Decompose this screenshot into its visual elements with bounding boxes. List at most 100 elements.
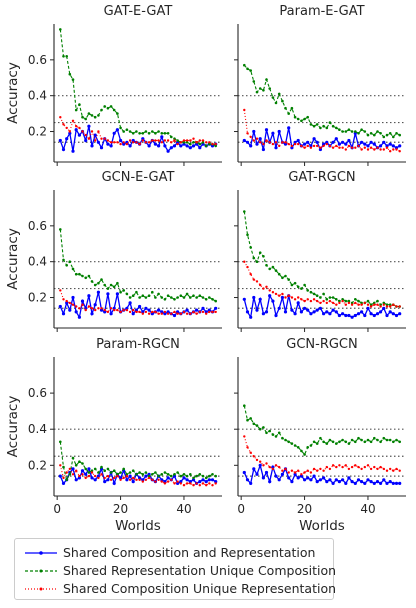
data-point (173, 482, 176, 485)
data-point (347, 299, 351, 303)
data-point (398, 150, 401, 153)
legend-label: Shared Composition and Representation (63, 545, 316, 560)
data-point (147, 474, 151, 478)
data-point (265, 264, 268, 267)
data-point (163, 139, 167, 142)
data-point (71, 119, 75, 123)
data-point (318, 147, 322, 152)
data-point (132, 308, 135, 312)
data-point (268, 289, 271, 292)
data-point (246, 132, 249, 135)
data-point (258, 297, 262, 301)
data-point (141, 473, 145, 476)
data-point (331, 124, 335, 128)
data-point (100, 473, 103, 476)
data-point (315, 480, 319, 484)
data-point (252, 467, 256, 471)
data-point (77, 476, 81, 480)
data-point (328, 144, 332, 148)
data-point (192, 484, 195, 487)
data-point (81, 303, 84, 306)
data-point (347, 128, 351, 131)
data-point (338, 301, 341, 305)
data-point (284, 296, 287, 299)
data-point (128, 296, 132, 299)
y-axis-label: Accuracy (5, 228, 21, 290)
series-line (243, 405, 400, 456)
data-point (106, 474, 110, 478)
data-point (192, 294, 195, 298)
data-point (65, 471, 68, 474)
data-point (322, 292, 325, 296)
data-point (382, 436, 386, 440)
data-point (312, 467, 316, 471)
data-point (182, 139, 186, 142)
data-point (382, 140, 386, 144)
data-point (296, 446, 300, 449)
data-point (138, 296, 141, 299)
data-point (138, 132, 141, 135)
data-point (144, 310, 148, 314)
data-point (106, 106, 110, 110)
data-point (122, 142, 126, 146)
data-point (341, 465, 344, 469)
data-point (297, 142, 300, 146)
data-point (90, 307, 94, 310)
data-point (382, 306, 386, 310)
data-point (166, 132, 170, 135)
data-point (179, 474, 183, 478)
data-point (262, 287, 265, 290)
data-point (138, 471, 141, 474)
data-point (78, 126, 81, 130)
data-point (375, 480, 380, 484)
data-point (204, 476, 208, 480)
series-line (59, 29, 216, 147)
data-point (258, 137, 262, 141)
data-point (297, 469, 300, 472)
data-point (201, 141, 205, 144)
data-point (170, 296, 173, 299)
data-point (338, 146, 341, 149)
data-point (201, 474, 205, 478)
panel-title: GAT-RGCN (288, 170, 355, 185)
data-point (363, 440, 367, 444)
data-point (265, 285, 268, 288)
data-point (271, 291, 275, 294)
data-point (119, 290, 122, 294)
data-point (337, 313, 341, 318)
data-point (61, 147, 66, 152)
data-point (255, 458, 259, 462)
data-point (306, 298, 309, 301)
data-point (363, 130, 367, 133)
data-point (331, 464, 335, 467)
data-point (166, 139, 170, 142)
data-point (261, 476, 265, 480)
data-point (363, 313, 367, 318)
data-point (258, 427, 262, 431)
y-tick-label: 0.6 (28, 386, 47, 400)
data-point (131, 469, 135, 473)
data-point (205, 312, 208, 315)
data-point (191, 478, 196, 482)
data-point (265, 462, 268, 465)
data-point (144, 296, 148, 299)
data-point (262, 426, 265, 429)
data-point (189, 473, 192, 476)
data-point (208, 482, 211, 485)
data-point (154, 139, 157, 142)
data-point (59, 28, 62, 31)
data-point (281, 99, 284, 103)
data-point (201, 478, 205, 482)
data-point (166, 473, 170, 476)
data-point (369, 132, 373, 135)
data-point (249, 315, 253, 319)
data-point (338, 464, 341, 467)
data-point (166, 312, 170, 315)
data-point (379, 310, 383, 314)
data-point (271, 467, 275, 471)
data-point (341, 478, 345, 482)
data-point (93, 115, 97, 119)
data-point (245, 310, 250, 314)
data-point (157, 139, 160, 142)
data-point (160, 296, 164, 299)
